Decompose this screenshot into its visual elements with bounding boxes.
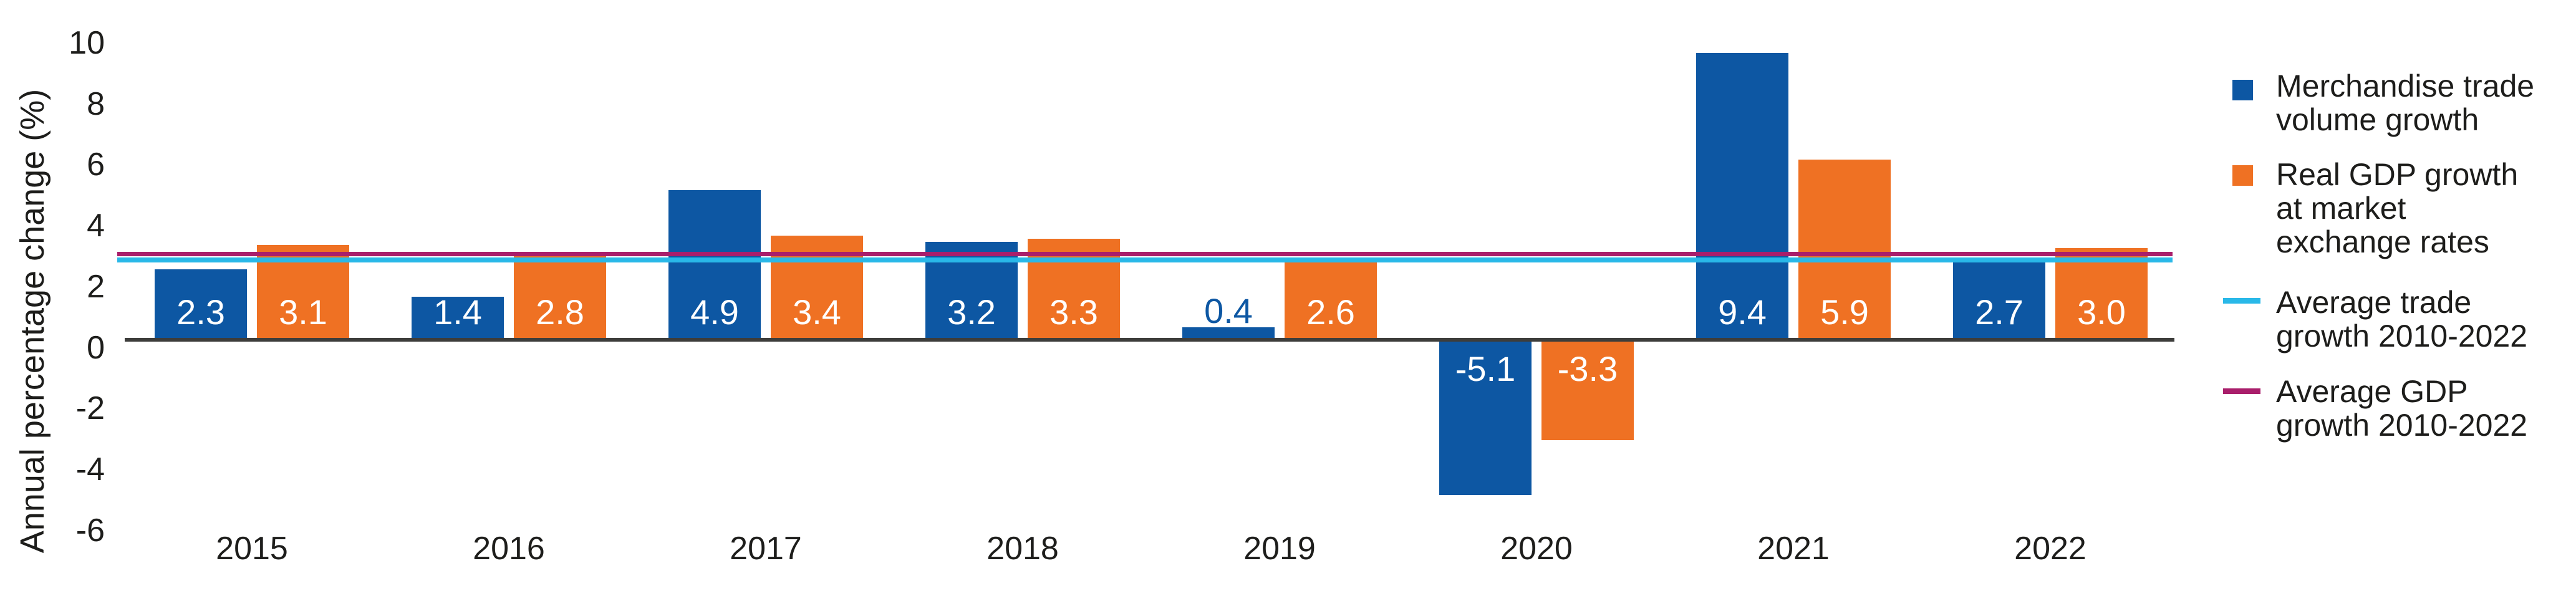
x-axis-line xyxy=(125,337,2174,342)
bar-2016-merchandise-trade xyxy=(412,297,504,340)
bar-value-label-2019-real-gdp: 2.6 xyxy=(1306,292,1355,332)
bar-value-label-2020-real-gdp: -3.3 xyxy=(1557,349,1618,388)
y-tick--6: -6 xyxy=(75,512,105,549)
x-label-2020: 2020 xyxy=(1500,531,1573,567)
bar-value-label-2016-merchandise-trade: 1.4 xyxy=(433,292,482,332)
legend-label-line: exchange rates xyxy=(2276,224,2489,259)
bar-value-label-2021-real-gdp: 5.9 xyxy=(1820,292,1869,332)
bar-value-label-2022-real-gdp: 3.0 xyxy=(2077,292,2126,332)
x-label-2022: 2022 xyxy=(2014,531,2086,567)
x-label-2018: 2018 xyxy=(987,531,1059,567)
legend-label-average-gdp-line: Average GDP growth 2010-2022 xyxy=(2276,375,2569,442)
legend-label-real-gdp: Real GDP growth at market exchange rates xyxy=(2276,158,2569,259)
bar-2019-merchandise-trade xyxy=(1182,327,1275,340)
x-label-2016: 2016 xyxy=(473,531,545,567)
x-label-2017: 2017 xyxy=(730,531,802,567)
bar-2019-real-gdp xyxy=(1285,260,1377,340)
bar-2020-real-gdp xyxy=(1541,339,1634,440)
average-gdp-growth-line xyxy=(117,252,2173,257)
bar-value-label-2020-merchandise-trade: -5.1 xyxy=(1455,349,1516,388)
bar-2022-merchandise-trade xyxy=(1953,257,2045,340)
legend-label-merchandise-trade: Merchandise trade volume growth xyxy=(2276,69,2569,137)
legend-label-average-trade-line: Average trade growth 2010-2022 xyxy=(2276,286,2569,353)
bar-value-label-2016-real-gdp: 2.8 xyxy=(536,292,584,332)
legend-label-line: Average GDP xyxy=(2276,374,2468,409)
bar-value-label-2021-merchandise-trade: 9.4 xyxy=(1718,292,1767,332)
average-trade-line-swatch-icon xyxy=(2223,298,2260,304)
legend-label-line: Average trade xyxy=(2276,285,2472,320)
bar-value-label-2019-merchandise-trade: 0.4 xyxy=(1204,291,1253,330)
bar-value-label-2017-merchandise-trade: 4.9 xyxy=(690,292,739,332)
bar-value-label-2018-real-gdp: 3.3 xyxy=(1049,292,1098,332)
x-label-2019: 2019 xyxy=(1243,531,1316,567)
x-label-2015: 2015 xyxy=(216,531,288,567)
y-tick-4: 4 xyxy=(87,208,105,244)
bar-2017-merchandise-trade xyxy=(668,190,761,340)
average-trade-growth-line xyxy=(117,257,2173,263)
legend-label-line: volume growth xyxy=(2276,102,2479,137)
y-tick-10: 10 xyxy=(69,25,105,61)
bar-value-label-2015-merchandise-trade: 2.3 xyxy=(176,292,225,332)
legend-label-line: Merchandise trade xyxy=(2276,69,2535,103)
y-tick--4: -4 xyxy=(75,451,105,488)
y-tick-8: 8 xyxy=(87,85,105,122)
y-tick-6: 6 xyxy=(87,147,105,183)
average-gdp-line-swatch-icon xyxy=(2223,388,2260,394)
bar-value-label-2017-real-gdp: 3.4 xyxy=(793,292,841,332)
legend-label-line: at market xyxy=(2276,191,2406,226)
bar-value-label-2015-real-gdp: 3.1 xyxy=(279,292,327,332)
legend-label-line: Real GDP growth xyxy=(2276,157,2519,192)
real-gdp-swatch-icon xyxy=(2232,165,2253,186)
bar-2021-merchandise-trade xyxy=(1696,53,1788,340)
y-tick-0: 0 xyxy=(87,329,105,366)
y-tick--2: -2 xyxy=(75,390,105,427)
bar-value-label-2018-merchandise-trade: 3.2 xyxy=(947,292,996,332)
bar-2021-real-gdp xyxy=(1798,160,1891,340)
bar-2022-real-gdp xyxy=(2055,247,2148,340)
bar-value-label-2022-merchandise-trade: 2.7 xyxy=(1975,292,2024,332)
bar-2016-real-gdp xyxy=(514,254,606,340)
merchandise-trade-swatch-icon xyxy=(2232,80,2253,100)
y-tick-2: 2 xyxy=(87,268,105,305)
bar-2020-merchandise-trade xyxy=(1439,339,1532,495)
x-label-2021: 2021 xyxy=(1757,531,1830,567)
legend-label-line: growth 2010-2022 xyxy=(2276,319,2528,353)
legend-label-line: growth 2010-2022 xyxy=(2276,408,2528,443)
bar-2015-merchandise-trade xyxy=(155,269,247,340)
